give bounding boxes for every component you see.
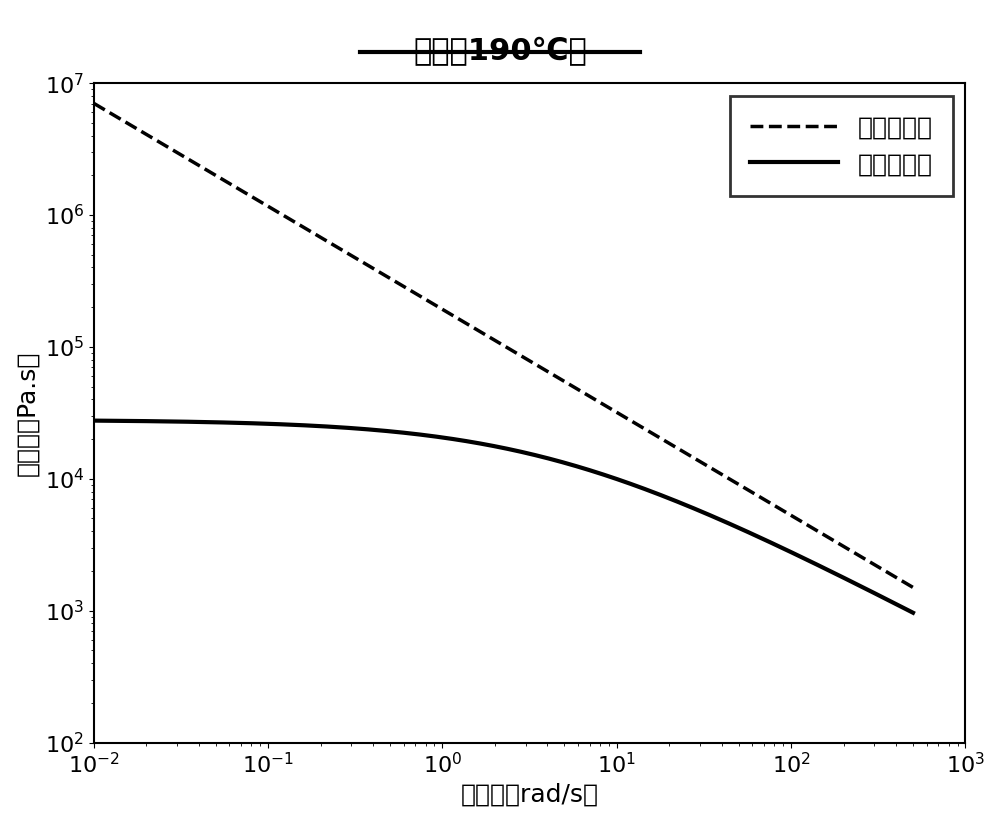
- 第二粘合剂: [575, 463, 587, 473]
- Y-axis label: 复粘度（Pa.s）: 复粘度（Pa.s）: [15, 350, 39, 475]
- 第一粘合剂: [575, 386, 587, 396]
- 第一粘合剂: [830, 537, 842, 547]
- 第一粘合剂: [778, 506, 790, 516]
- 第一粘合剂: [907, 583, 919, 593]
- 第二粘合剂: [907, 607, 919, 617]
- X-axis label: 角频率（rad/s）: 角频率（rad/s）: [461, 783, 599, 807]
- Text: 粘度（190℃）: 粘度（190℃）: [413, 37, 587, 66]
- 第二粘合剂: [90, 416, 102, 426]
- 第二粘合剂: [573, 462, 585, 472]
- 第一粘合剂: [90, 100, 102, 110]
- Line: 第二粘合剂: 第二粘合剂: [94, 421, 913, 612]
- Line: 第一粘合剂: 第一粘合剂: [94, 104, 913, 588]
- 第一粘合剂: [573, 385, 585, 395]
- 第一粘合剂: [589, 395, 601, 404]
- 第二粘合剂: [778, 544, 790, 554]
- 第二粘合剂: [830, 569, 842, 579]
- 第一粘合剂: [88, 99, 100, 109]
- 第二粘合剂: [589, 467, 601, 477]
- Legend: 第一粘合剂, 第二粘合剂: 第一粘合剂, 第二粘合剂: [730, 95, 953, 196]
- 第二粘合剂: [88, 416, 100, 426]
